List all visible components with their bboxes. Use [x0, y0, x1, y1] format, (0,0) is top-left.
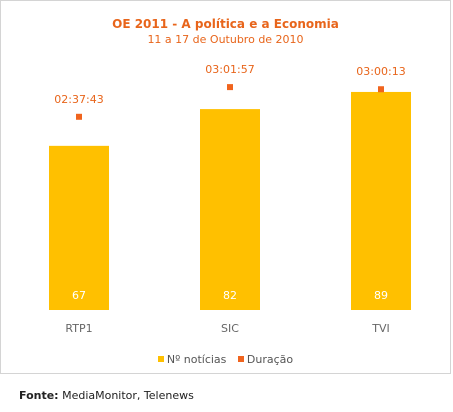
legend-label-duration: Duração — [246, 353, 294, 366]
duration-marker — [227, 84, 233, 91]
category-tick-label: TVI — [371, 322, 390, 335]
chart-frame: OE 2011 - A política e a Economia 11 a 1… — [0, 0, 451, 374]
legend-item-news: Nº notícias — [157, 353, 227, 366]
legend-swatch-duration — [237, 356, 244, 362]
bar-value-label: 89 — [374, 289, 388, 302]
duration-marker — [378, 86, 384, 93]
bar-value-label: 67 — [72, 289, 86, 302]
source-text: MediaMonitor, Telenews — [62, 389, 194, 402]
category-tick-label: SIC — [221, 322, 239, 335]
legend: Nº notícias Duração — [1, 353, 450, 366]
chart-title: OE 2011 - A política e a Economia — [112, 17, 339, 31]
legend-swatch-news — [157, 356, 164, 362]
duration-label: 03:00:13 — [356, 65, 405, 78]
legend-label-news: Nº notícias — [166, 353, 227, 366]
legend-item-duration: Duração — [237, 353, 294, 366]
duration-label: 03:01:57 — [205, 63, 254, 76]
bar-tvi — [351, 91, 411, 310]
bar-sic — [200, 109, 260, 310]
bar-rtp1 — [49, 145, 109, 310]
plot-area: 67 02:37:43 RTP1 82 03:01:57 SIC 89 03:00:13 TVI — [49, 63, 411, 335]
bar-value-label: 82 — [223, 289, 237, 302]
category-tick-label: RTP1 — [65, 322, 92, 335]
chart-subtitle: 11 a 17 de Outubro de 2010 — [147, 33, 304, 46]
duration-marker — [76, 113, 82, 120]
source-label: Fonte: — [19, 389, 59, 402]
duration-label: 02:37:43 — [54, 93, 103, 106]
source-note: Fonte: MediaMonitor, Telenews — [19, 389, 194, 402]
